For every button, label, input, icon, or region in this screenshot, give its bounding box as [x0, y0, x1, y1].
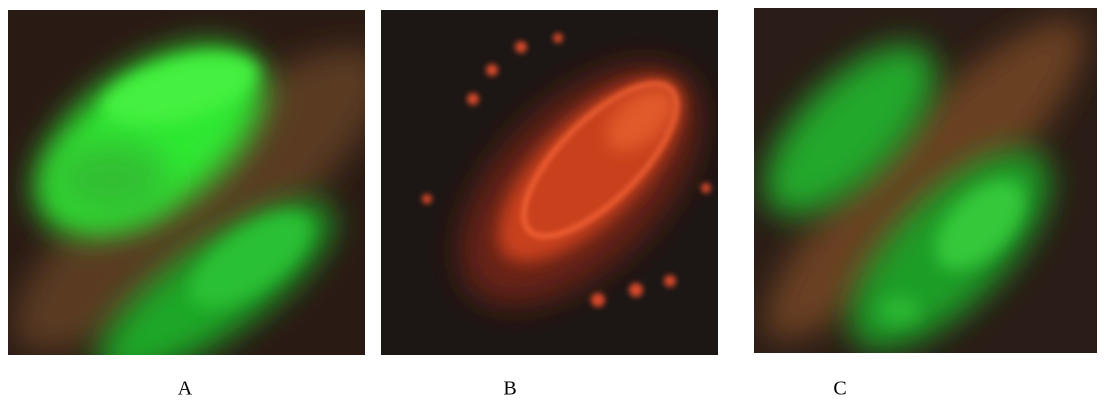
panel-label: B — [503, 378, 516, 400]
panel-label: C — [833, 378, 846, 400]
panel-b-image — [381, 10, 718, 355]
panel-label: A — [178, 378, 193, 400]
panel-c-image — [754, 8, 1097, 353]
panel-a-image — [8, 10, 365, 355]
